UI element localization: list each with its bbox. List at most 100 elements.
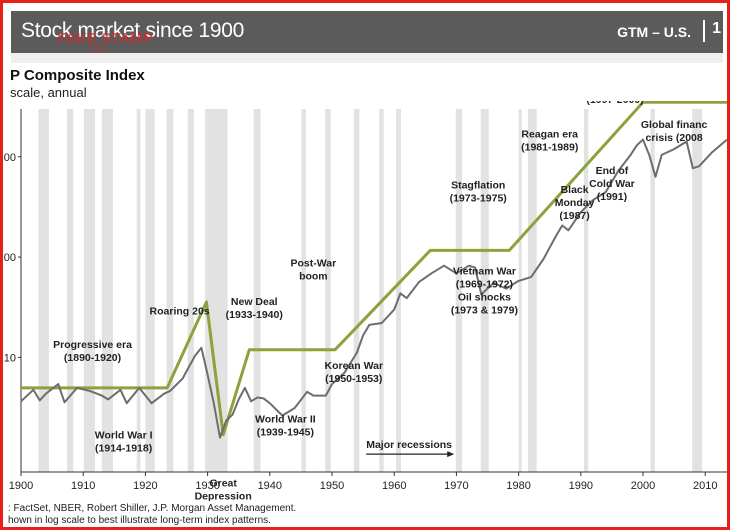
chart-annotation: Progressive era (1890-1920) [53, 339, 132, 364]
x-tick-label: 1910 [71, 480, 95, 492]
x-tick-label: 1920 [133, 480, 157, 492]
recession-band [166, 109, 174, 472]
recession-band [136, 109, 141, 472]
index-line [20, 138, 727, 439]
guide-code: GTM – U.S. [617, 24, 691, 40]
annotation-line: Global financ [641, 119, 708, 131]
chart-annotation: Roaring 20s [150, 305, 210, 317]
recession-legend: Major recessions [366, 439, 455, 458]
header-divider [703, 20, 705, 42]
x-tick-label: 2000 [631, 480, 655, 492]
recession-band [101, 109, 114, 472]
annotation-line: (1997-2000) [586, 101, 643, 106]
y-tick-label: 10 [4, 352, 16, 364]
chart-annotation: Tech boom(1997-2000) [586, 101, 643, 106]
page-number: 1 [712, 20, 721, 37]
annotation-line: New Deal [231, 296, 278, 308]
annotation-line: Roaring 20s [150, 305, 210, 317]
recession-band [205, 109, 228, 472]
stock-chart: 1900 1910 1920 1930 1940 1950 1960 1970 1980 1990… [4, 101, 727, 501]
chart-subtitle: scale, annual [10, 85, 87, 100]
annotation-line: End of [596, 165, 629, 177]
x-tick-label: 1950 [320, 480, 344, 492]
recession-bands [38, 109, 703, 472]
annotation-line: (1914-1918) [95, 443, 152, 455]
recession-band [187, 109, 194, 472]
annotation-line: (1969-1972) [456, 278, 513, 290]
annotation-group: Progressive era (1890-1920)World War I (19… [53, 101, 707, 501]
recession-band [353, 109, 360, 472]
x-tick-label: 2010 [693, 480, 717, 492]
x-tick-label: 1900 [9, 480, 33, 492]
chart-annotation: World War II (1939-1945) [255, 413, 316, 438]
chart-annotation: Korean War (1950-1953) [325, 360, 384, 385]
chart-annotation: Black Monday (1987) [555, 184, 595, 222]
annotation-line: (1939-1945) [257, 426, 314, 438]
recession-band [38, 109, 49, 472]
y-tick-label: 00 [4, 252, 16, 264]
chart-annotation: Reagan era (1981-1989) [521, 129, 578, 154]
stamp-text: FAKE STAMP [57, 30, 153, 47]
trend-line-group [21, 101, 727, 437]
chart-annotation: Global financ crisis (2008 [641, 119, 708, 144]
annotation-line: World War I [95, 430, 153, 442]
annotation-line: (1973-1975) [450, 192, 507, 204]
recession-band [518, 109, 522, 472]
chart-annotation: New Deal (1933-1940) [226, 296, 283, 321]
x-tick-label: 1930 [195, 480, 219, 492]
recession-band [145, 109, 155, 472]
chart-title: P Composite Index [10, 67, 145, 84]
annotation-line: (1991) [597, 191, 627, 203]
x-tick-label: 1990 [569, 480, 593, 492]
recession-band [650, 109, 655, 472]
source-note: : FactSet, NBER, Robert Shiller, J.P. Mo… [8, 503, 297, 514]
annotation-line: (1981-1989) [521, 142, 578, 154]
annotation-line: Korean War [325, 360, 384, 372]
annotation-line: (1950-1953) [325, 373, 382, 385]
recession-band [583, 109, 589, 472]
annotation-line: (1933-1940) [226, 309, 283, 321]
recession-band [301, 109, 306, 472]
annotation-line: crisis (2008 [646, 132, 703, 144]
trend-line [21, 101, 727, 437]
recession-band [83, 109, 96, 472]
chart-annotation: Post-War boom [291, 258, 337, 283]
y-tick-label: 00 [4, 152, 16, 164]
chart-annotation: Vietnam War (1969-1972) Oil shocks (1973 & … [451, 265, 518, 316]
legend-label: Major recessions [366, 439, 452, 451]
recession-band [379, 109, 384, 472]
x-tick-label: 1940 [258, 480, 282, 492]
annotation-line: (1890-1920) [64, 352, 121, 364]
x-tick-label: 1980 [506, 480, 530, 492]
recession-band [325, 109, 331, 472]
x-tick-label: 1970 [444, 480, 468, 492]
annotation-line: Stagflation [451, 179, 505, 191]
recession-band [67, 109, 74, 472]
legend-arrow-head [447, 451, 455, 458]
page-title: Stock market since 1900 [21, 19, 245, 42]
annotation-line: Great [209, 477, 237, 489]
header-bar: Stock market since 1900 GTM – U.S. 1 [11, 11, 723, 53]
annotation-line: Depression [195, 490, 252, 501]
annotation-line: Vietnam War [453, 265, 516, 277]
annotation-line: Reagan era [521, 129, 578, 141]
annotation-line: Cold War [589, 178, 635, 190]
x-tick-label: 1960 [382, 480, 406, 492]
annotation-line: Black [561, 184, 589, 196]
annotation-line: (1973 & 1979) [451, 304, 518, 316]
recession-band [527, 109, 537, 472]
recession-band [692, 109, 703, 472]
chart-annotation: End of Cold War (1991) [589, 165, 635, 203]
recession-band [253, 109, 261, 472]
annotation-line: Monday [555, 197, 595, 209]
index-line-group [20, 138, 727, 439]
annotation-line: (1987) [559, 210, 589, 222]
annotation-line: Post-War [291, 258, 337, 270]
scale-note: hown in log scale to best illustrate lon… [8, 515, 271, 526]
annotation-line: Oil shocks [458, 291, 511, 303]
chart-annotation: Stagflation (1973-1975) [450, 179, 507, 204]
recession-band [396, 109, 402, 472]
annotation-line: World War II [255, 413, 316, 425]
